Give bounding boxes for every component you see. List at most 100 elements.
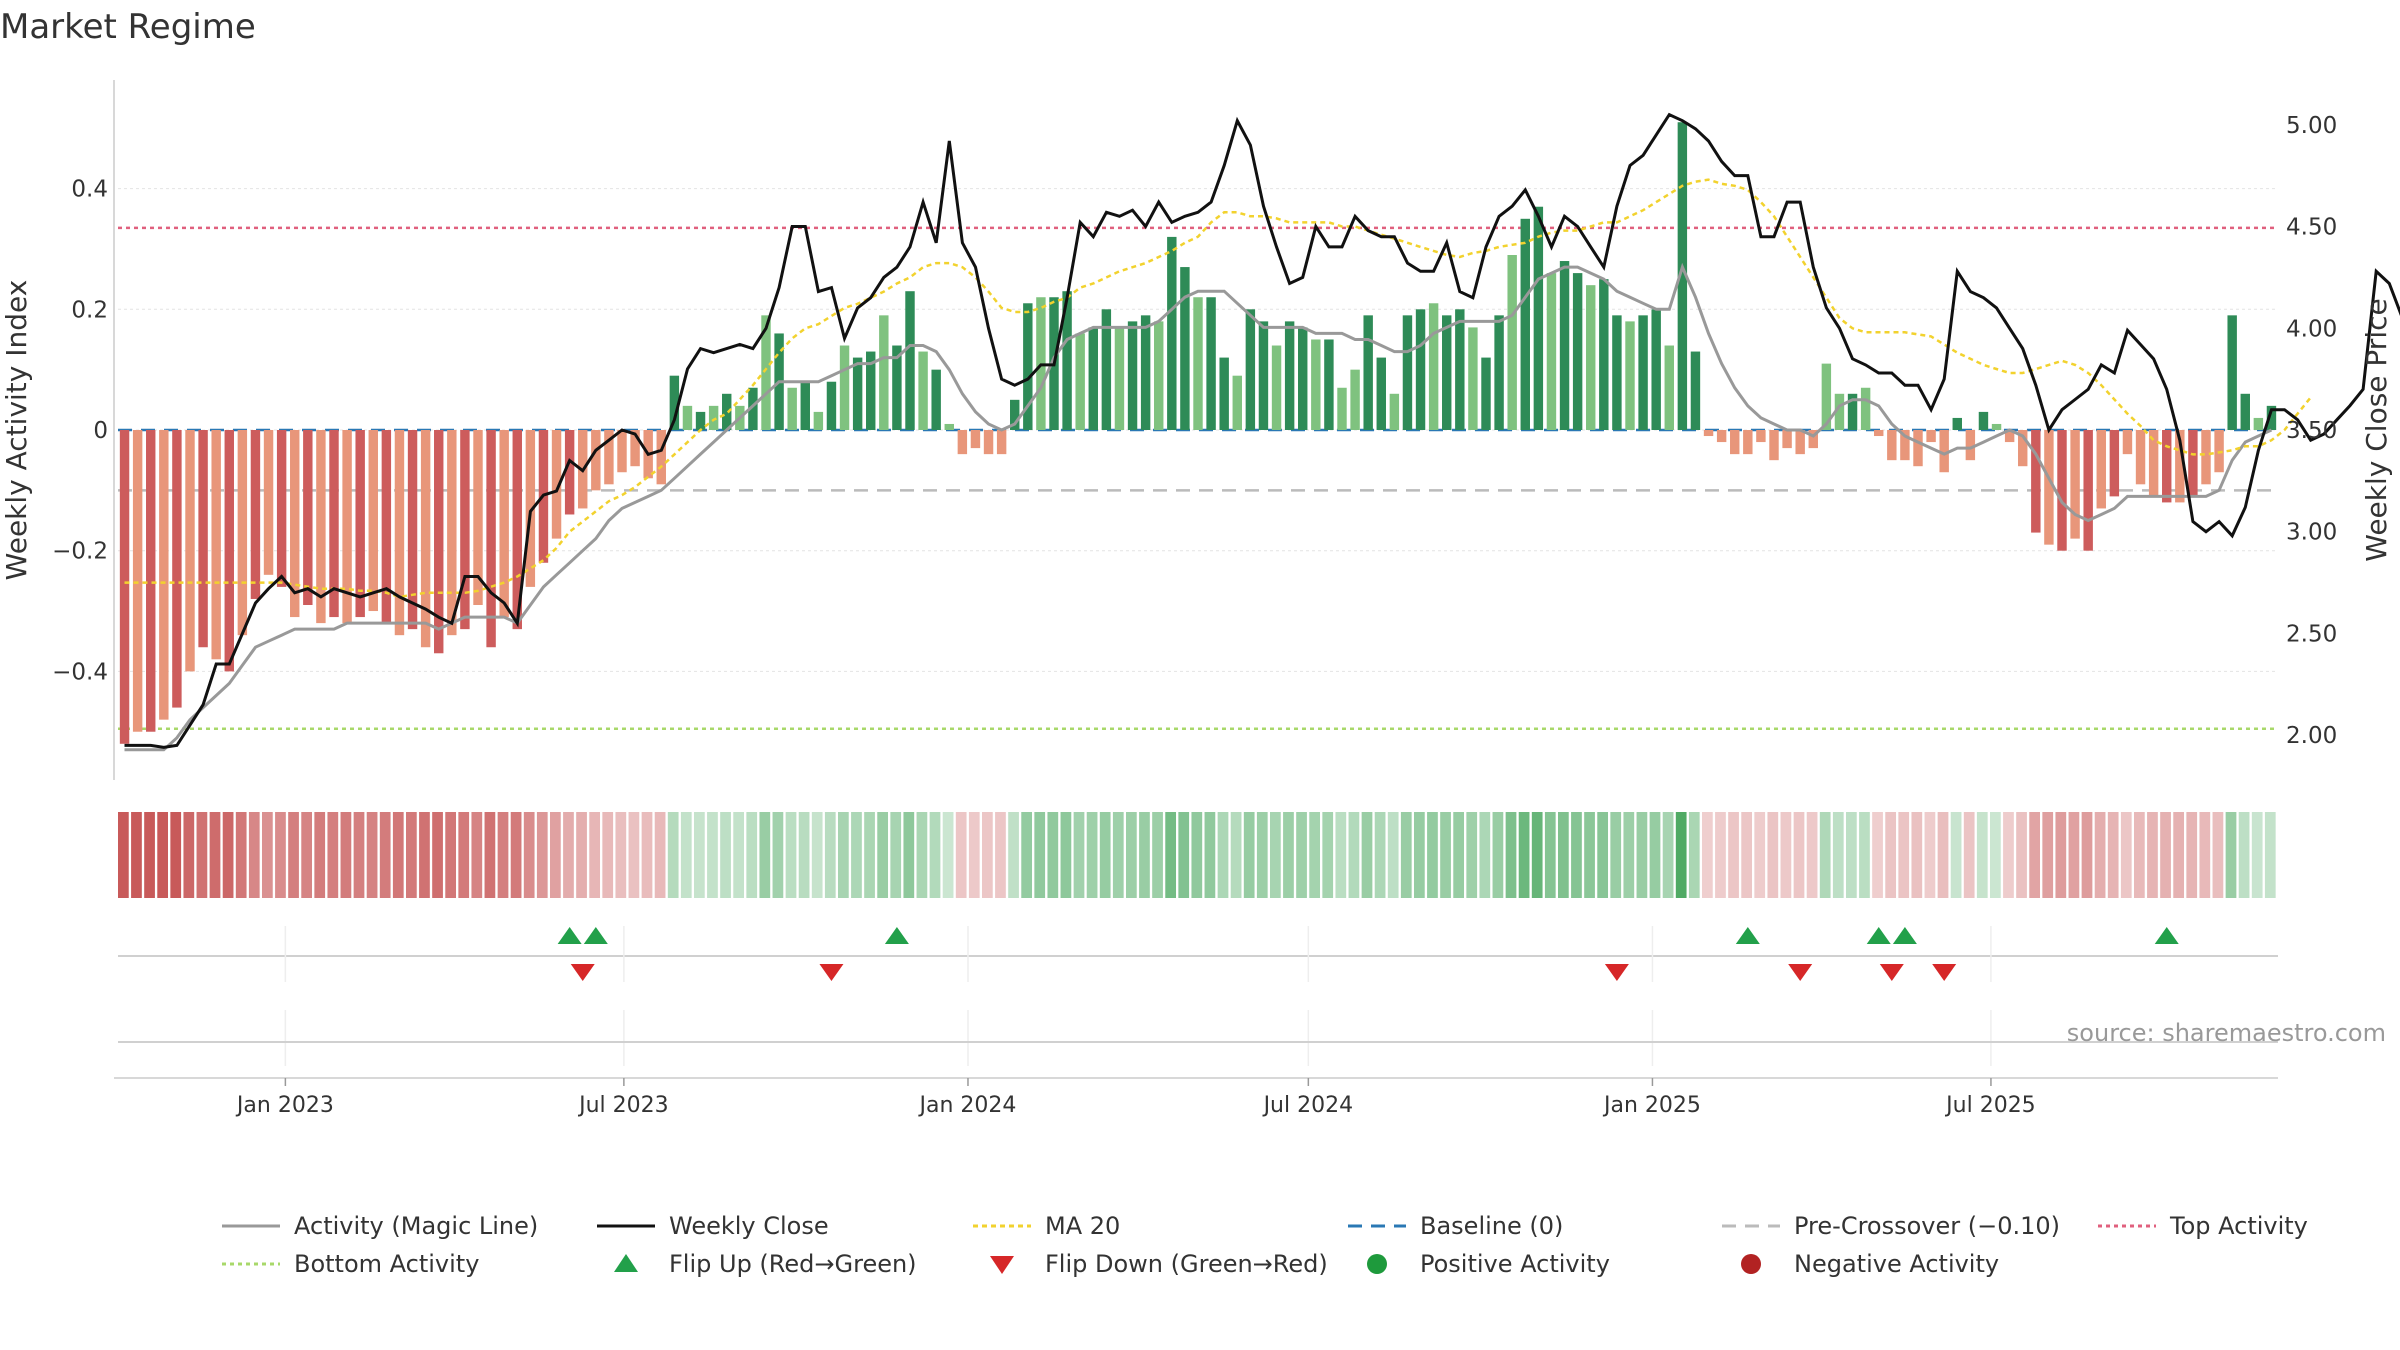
activity-bar (617, 430, 627, 473)
activity-bar (2240, 393, 2250, 430)
regime-strip-cell (1832, 812, 1844, 898)
activity-bar (276, 430, 287, 587)
regime-strip-cell (1099, 812, 1111, 898)
regime-strip-cell (877, 812, 889, 898)
regime-strip-cell (170, 812, 182, 898)
activity-bar (1428, 303, 1439, 430)
right-tick-label: 2.00 (2286, 723, 2337, 749)
regime-strip-cell (1126, 812, 1137, 898)
activity-bar (1730, 430, 1740, 455)
regime-strip-cell (1256, 812, 1268, 898)
regime-strip-cell (995, 812, 1006, 898)
legend-label: Flip Down (Green→Red) (1045, 1250, 1328, 1278)
legend-item-top: Top Activity (2098, 1212, 2308, 1240)
flip-down-marker (819, 964, 844, 981)
legend-item-flipup: Flip Up (Red→Green) (614, 1250, 917, 1278)
activity-bar (1612, 315, 1622, 430)
activity-bar (1284, 321, 1295, 430)
activity-bar (1860, 387, 1871, 430)
magic-line-series (124, 262, 2273, 752)
regime-strip-cell (1688, 812, 1700, 898)
activity-bar (1520, 218, 1530, 430)
activity-bar (2083, 430, 2093, 551)
legend-item-bottom: Bottom Activity (222, 1250, 479, 1278)
bottom-panel (114, 1010, 2278, 1079)
activity-bar (2188, 430, 2198, 497)
regime-strip-cell (1492, 812, 1504, 898)
regime-strip-cell (1466, 812, 1478, 898)
regime-strip (118, 812, 2276, 898)
regime-strip-cell (301, 812, 313, 898)
activity-bar (1494, 315, 1504, 430)
legend-label: Flip Up (Red→Green) (669, 1250, 917, 1278)
regime-strip-cell (1191, 812, 1203, 898)
regime-strip-cell (1427, 812, 1438, 898)
activity-bar (1913, 430, 1923, 467)
regime-strip-cell (1846, 812, 1857, 898)
regime-strip-cell (1806, 812, 1818, 898)
activity-bar (1271, 345, 1282, 430)
activity-bar (1625, 321, 1635, 430)
regime-strip-cell (811, 812, 823, 898)
activity-bar (132, 430, 143, 732)
regime-strip-cell (772, 812, 784, 898)
regime-strip-cell (144, 812, 155, 898)
activity-bar (1232, 375, 1242, 430)
regime-strip-cell (419, 812, 430, 898)
regime-strip-cell (1636, 812, 1648, 898)
activity-bar (1572, 273, 1583, 430)
activity-bar (1939, 430, 1949, 473)
activity-bar (1782, 430, 1792, 449)
activity-bar (852, 357, 863, 430)
activity-bar (944, 423, 954, 430)
activity-bar (722, 393, 732, 430)
activity-bar (1350, 369, 1360, 430)
flip-down-marker (570, 964, 595, 981)
activity-bar (2214, 430, 2224, 473)
activity-bar (905, 291, 915, 430)
activity-bar (1664, 345, 1674, 430)
activity-bar (1193, 297, 1203, 430)
regime-strip-cell (746, 812, 758, 898)
activity-bar (1874, 430, 1884, 437)
regime-strip-cell (707, 812, 718, 898)
activity-bar (2057, 430, 2067, 551)
regime-strip-cell (2225, 812, 2237, 898)
activity-bar (2122, 430, 2133, 455)
right-tick-label: 4.50 (2286, 215, 2337, 241)
activity-bar (1978, 411, 1989, 430)
activity-bar (591, 430, 601, 491)
activity-bar (342, 430, 352, 624)
regime-strip-cell (314, 812, 326, 898)
flip-up-marker (2154, 927, 2179, 944)
activity-bar (892, 345, 902, 430)
regime-strip-cell (694, 812, 705, 898)
activity-bar (355, 430, 365, 618)
activity-bar (708, 405, 719, 430)
legend-item-close: Weekly Close (597, 1212, 829, 1240)
regime-strip-cell (2173, 812, 2185, 898)
legend-label: MA 20 (1045, 1212, 1120, 1240)
activity-bar (368, 430, 378, 612)
x-tick-label: Jul 2024 (1262, 1093, 1354, 1118)
regime-strip-cell (851, 812, 862, 898)
activity-bar (316, 430, 326, 624)
activity-bar (447, 430, 457, 636)
flip-up-marker (1735, 927, 1760, 944)
activity-bar (1101, 309, 1112, 430)
regime-strip-cell (366, 812, 378, 898)
regime-strip-cell (1715, 812, 1726, 898)
activity-bar (1795, 430, 1805, 455)
legend-item-pre: Pre-Crossover (−0.10) (1722, 1212, 2060, 1240)
activity-bar (983, 430, 994, 455)
activity-bar (1677, 122, 1688, 430)
regime-strip-cell (1793, 812, 1805, 898)
regime-strip-cell (2003, 812, 2014, 898)
activity-bar (1926, 430, 1936, 443)
regime-strip-cell (1400, 812, 1412, 898)
legend: Activity (Magic Line) Weekly Close MA 20 Ba… (222, 1212, 2308, 1278)
regime-strip-cell (1217, 812, 1229, 898)
regime-strip-cell (1047, 812, 1059, 898)
regime-strip-cell (1112, 812, 1124, 898)
regime-strip-cell (131, 812, 142, 898)
